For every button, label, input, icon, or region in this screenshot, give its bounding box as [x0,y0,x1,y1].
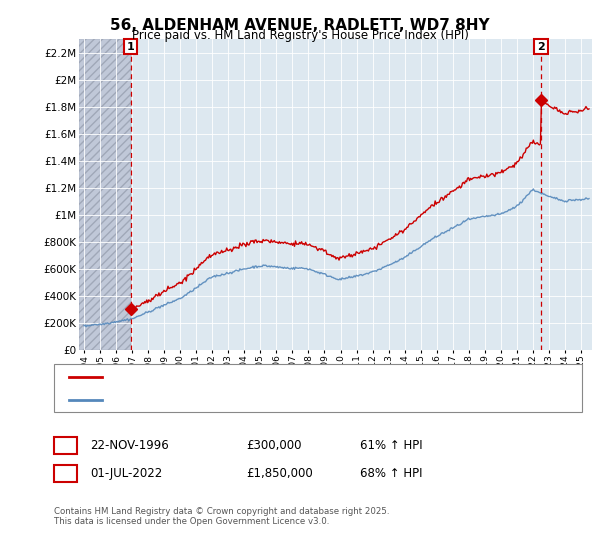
Text: £300,000: £300,000 [246,438,302,452]
Text: 01-JUL-2022: 01-JUL-2022 [90,466,162,480]
Text: HPI: Average price, detached house, Hertsmere: HPI: Average price, detached house, Hert… [108,395,356,405]
Bar [79,39,131,350]
Text: 56, ALDENHAM AVENUE, RADLETT, WD7 8HY: 56, ALDENHAM AVENUE, RADLETT, WD7 8HY [110,18,490,33]
Text: 61% ↑ HPI: 61% ↑ HPI [360,438,422,452]
Text: 1: 1 [62,440,69,450]
Text: £1,850,000: £1,850,000 [246,466,313,480]
Text: Contains HM Land Registry data © Crown copyright and database right 2025.
This d: Contains HM Land Registry data © Crown c… [54,507,389,526]
Text: Price paid vs. HM Land Registry's House Price Index (HPI): Price paid vs. HM Land Registry's House … [131,29,469,42]
Text: 68% ↑ HPI: 68% ↑ HPI [360,466,422,480]
Text: 22-NOV-1996: 22-NOV-1996 [90,438,169,452]
Text: 2: 2 [62,468,69,478]
Text: 1: 1 [127,41,134,52]
Text: 56, ALDENHAM AVENUE, RADLETT, WD7 8HY (detached house): 56, ALDENHAM AVENUE, RADLETT, WD7 8HY (d… [108,372,435,382]
Text: 2: 2 [537,41,545,52]
